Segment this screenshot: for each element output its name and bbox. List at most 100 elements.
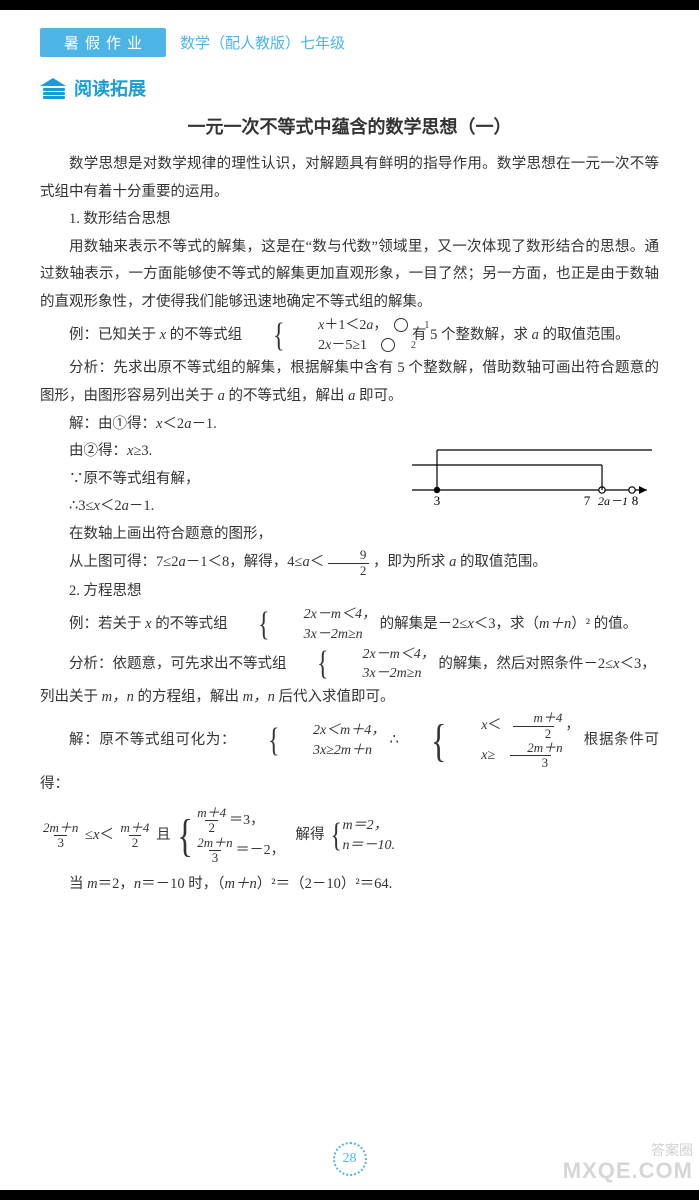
t: ＋1＜2 bbox=[324, 318, 366, 333]
section-title-text: 阅读拓展 bbox=[74, 75, 146, 101]
final-line: 当 m＝2，n＝－10 时，（m＋n）²＝（2－10）²＝64. bbox=[40, 871, 659, 899]
t: m＋4 bbox=[118, 821, 153, 835]
t: ＝2， bbox=[98, 876, 134, 892]
solution-b2: 2m＋n3 ≤x＜ m＋42 且 { m＋42＝3， 2m＋n3＝－2， 解得 … bbox=[40, 806, 659, 865]
t: ，即为所求 bbox=[373, 554, 449, 570]
t: －1. bbox=[129, 498, 154, 514]
t: a bbox=[122, 498, 129, 514]
header-right: 数学（配人教版）七年级 bbox=[166, 28, 345, 57]
system-5: { m＋42＝3， 2m＋n3＝－2， bbox=[174, 806, 284, 865]
t: m＋n bbox=[539, 616, 571, 632]
subheading-2: 2. 方程思想 bbox=[40, 578, 659, 606]
f: 2m＋n3 bbox=[194, 836, 235, 866]
subheading-1: 1. 数形结合思想 bbox=[40, 206, 659, 234]
paragraph-1: 用数轴来表示不等式的解集，这是在“数与代数”领域里，又一次体现了数形结合的思想。… bbox=[40, 234, 659, 317]
t: 3x≥2m＋n bbox=[284, 741, 385, 761]
watermark-top: 答案圈 bbox=[651, 1140, 693, 1160]
t: ＜3，求（ bbox=[474, 616, 539, 632]
t: m＋n bbox=[224, 876, 256, 892]
t: 解得 bbox=[296, 827, 325, 843]
text: 的不等式组，解出 bbox=[225, 388, 348, 404]
t: ＜3， bbox=[620, 656, 656, 672]
t: 例：若关于 bbox=[69, 616, 145, 632]
t: m＝2， bbox=[343, 816, 396, 836]
t: m bbox=[87, 876, 97, 892]
example-1: 例：已知关于 x 的不等式组 { x＋1＜2a， 1 2x－5≥1 2 有 5 … bbox=[40, 316, 659, 355]
nl-label-3: 3 bbox=[434, 493, 441, 508]
t: 从上图可得：7≤2 bbox=[69, 554, 178, 570]
t: ， bbox=[565, 718, 579, 733]
t: ）²＝（2－10）²＝64. bbox=[257, 876, 393, 892]
var-a: a bbox=[532, 327, 539, 343]
t: 2x－m＜4， bbox=[333, 645, 434, 665]
t: 的解集，然后对照条件－2≤ bbox=[438, 656, 613, 672]
system-2: { 2x－m＜4， 3x－2m≥n bbox=[231, 605, 376, 644]
t: 的取值范围。 bbox=[456, 554, 547, 570]
t: ∴ bbox=[390, 732, 399, 748]
t: ＜2 bbox=[100, 498, 122, 514]
watermark-bottom: MXQE.COM bbox=[563, 1158, 693, 1184]
t: m＋4 bbox=[502, 711, 566, 725]
t: ＜ bbox=[488, 718, 502, 733]
t: ≤ bbox=[85, 827, 93, 843]
t: 3 bbox=[209, 850, 222, 865]
system-2b: { 2x－m＜4， 3x－2m≥n bbox=[290, 645, 435, 684]
text: 即可。 bbox=[355, 388, 402, 404]
t: m，n bbox=[243, 689, 275, 705]
t: 3x－2m≥n bbox=[333, 664, 434, 684]
t: ＝－10 时，（ bbox=[141, 876, 224, 892]
t: ）² 的值。 bbox=[571, 616, 637, 632]
f: m＋42 bbox=[194, 806, 229, 836]
t: a bbox=[178, 554, 185, 570]
t: 解：原不等式组可化为： bbox=[69, 732, 236, 748]
t: 分析：依题意，可先求出不等式组 bbox=[69, 656, 287, 672]
t: －1. bbox=[191, 416, 216, 432]
t: 3 bbox=[54, 835, 67, 850]
t: 2 bbox=[513, 726, 555, 741]
header: 暑假作业 数学（配人教版）七年级 bbox=[40, 28, 659, 57]
t: 2m＋n bbox=[40, 821, 81, 835]
t: ＝－2， bbox=[236, 843, 285, 858]
t: ≥3. bbox=[133, 443, 152, 459]
t: 且 bbox=[156, 827, 171, 843]
t: 由②得： bbox=[69, 443, 127, 459]
t: ∴3≤ bbox=[69, 498, 93, 514]
text: 有 5 个整数解，求 bbox=[412, 327, 532, 343]
t: n＝－10. bbox=[343, 836, 396, 856]
circle-1: 1 bbox=[394, 318, 408, 332]
t: ＜2 bbox=[162, 416, 184, 432]
t: －1＜8，解得，4≤ bbox=[186, 554, 303, 570]
t: 2m＋n bbox=[495, 741, 565, 755]
t: 的方程组，解出 bbox=[134, 689, 243, 705]
t: 2 bbox=[205, 820, 218, 835]
t: 2x＜m＋4， bbox=[284, 721, 385, 741]
t: 解：由①得： bbox=[69, 416, 156, 432]
solution-b1: 解：原不等式组可化为： { 2x＜m＋4， 3x≥2m＋n ∴ { x＜m＋42… bbox=[40, 711, 659, 798]
t: 28 bbox=[343, 1151, 357, 1167]
f: m＋42 bbox=[502, 711, 566, 741]
t: －5≥1 bbox=[331, 338, 367, 353]
t: 2 bbox=[328, 563, 370, 578]
t: 的不等式组 bbox=[152, 616, 228, 632]
var-a: a bbox=[218, 388, 225, 404]
t: ≥ bbox=[488, 748, 496, 763]
f: m＋42 bbox=[118, 821, 153, 851]
t: 3 bbox=[510, 755, 552, 770]
t: 3x－2m≥n bbox=[275, 625, 376, 645]
t: 当 bbox=[69, 876, 87, 892]
f: 2m＋n3 bbox=[40, 821, 81, 851]
analysis-2a: 分析：依题意，可先求出不等式组 { 2x－m＜4， 3x－2m≥n 的解集，然后… bbox=[40, 645, 659, 684]
analysis-1: 分析：先求出原不等式组的解集，根据解集中含有 5 个整数解，借助数轴可画出符合题… bbox=[40, 355, 659, 410]
analysis-2b: 列出关于 m，n 的方程组，解出 m，n 后代入求值即可。 bbox=[40, 684, 659, 712]
main-title: 一元一次不等式中蕴含的数学思想（一） bbox=[40, 113, 659, 139]
t: 的解集是－2≤ bbox=[380, 616, 468, 632]
nl-label-2a1: 2a－1 bbox=[598, 494, 628, 508]
page-number: 28 bbox=[333, 1142, 367, 1176]
t: 2x－m＜4， bbox=[275, 605, 376, 625]
text: 的取值范围。 bbox=[539, 327, 630, 343]
text: 的不等式组 bbox=[166, 327, 242, 343]
text: 例：已知关于 bbox=[69, 327, 160, 343]
t: a bbox=[302, 554, 309, 570]
f: 2m＋n3 bbox=[495, 741, 565, 771]
system-3: { 2x＜m＋4， 3x≥2m＋n bbox=[241, 721, 386, 760]
